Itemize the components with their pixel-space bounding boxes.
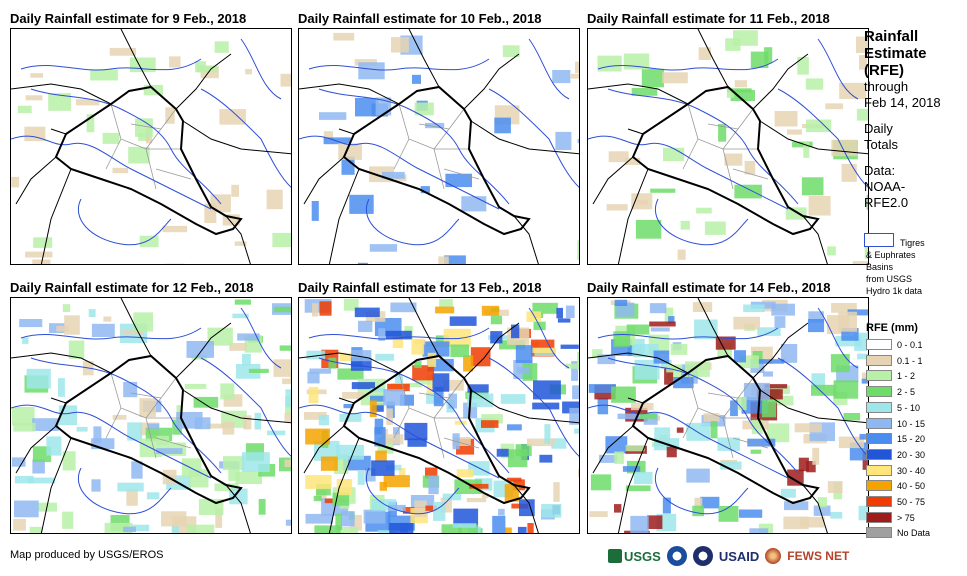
rfe-swatch [866, 354, 892, 366]
rfe-class-label: 0.1 - 1 [897, 355, 923, 366]
usaid-logo-text: USAID [718, 548, 760, 564]
rfe-swatch [866, 386, 892, 398]
basin-line-4: from USGS [866, 274, 913, 284]
fews-globe-icon [765, 548, 782, 564]
panel-title-10feb: Daily Rainfall estimate for 10 Feb., 201… [298, 11, 542, 26]
usgs-logo: USGS [608, 549, 661, 564]
rfe-class-label: 15 - 20 [897, 434, 926, 445]
basin-legend-text: Tigres & Euphrates Basins from USGS Hydr… [866, 237, 966, 297]
panel-title-11feb: Daily Rainfall estimate for 11 Feb., 201… [587, 11, 830, 26]
panel-title-9feb: Daily Rainfall estimate for 9 Feb., 2018 [10, 11, 247, 26]
basin-line-5: Hydro 1k data [866, 286, 923, 296]
basin-outline-swatch [864, 233, 894, 247]
rfe-swatch [866, 433, 892, 445]
rfe-class-label: 30 - 40 [897, 465, 926, 476]
rfe-class-row: 10 - 15 [866, 417, 926, 430]
rfe-class-row: 20 - 30 [866, 448, 926, 461]
basin-line-2: & Euphrates [866, 250, 916, 260]
legend-title-line-1: Rainfall [864, 28, 919, 45]
rfe-swatch [866, 496, 892, 507]
rfe-class-label: 40 - 50 [897, 481, 926, 492]
rfe-swatch [866, 339, 892, 350]
rfe-swatch [866, 527, 892, 539]
rfe-swatch [866, 417, 892, 429]
legend-data-label: Data: [864, 163, 896, 178]
rfe-swatch [866, 370, 892, 382]
rfe-class-label: 50 - 75 [897, 497, 926, 507]
noaa-seal-icon [666, 546, 687, 566]
basin-line-3: Basins [866, 262, 894, 272]
usgs-logo-text: USGS [624, 548, 661, 564]
rfe-class-row: No Data [866, 527, 930, 539]
rfe-swatch [866, 511, 892, 523]
rfe-class-label: 5 - 10 [897, 402, 921, 413]
rfe-class-label: 2 - 5 [897, 387, 916, 398]
rfe-class-row: 2 - 5 [866, 386, 915, 398]
legend-heading: Rainfall Estimate (RFE) through Feb 14, … [864, 28, 941, 211]
rfe-swatch [866, 401, 892, 413]
rfe-class-row: > 75 [866, 511, 915, 524]
fews-net-logo-text: FEWS NET [787, 549, 850, 563]
rfe-swatch [866, 464, 892, 476]
rfe-legend-title: RFE (mm) [866, 322, 918, 334]
footer-credit: Map produced by USGS/EROS [10, 549, 164, 561]
usgs-wave-icon [608, 549, 622, 563]
legend-daily: Daily [864, 121, 893, 136]
rfe-class-label: 1 - 2 [897, 371, 916, 382]
legend-title-line-2: Estimate [864, 45, 927, 62]
rfe-class-row: 30 - 40 [866, 464, 926, 477]
map-panel-12feb [10, 297, 292, 534]
rfe-class-label: 20 - 30 [897, 449, 926, 460]
rfe-class-row: 40 - 50 [866, 480, 925, 492]
legend-date: Feb 14, 2018 [864, 95, 941, 110]
panel-title-13feb: Daily Rainfall estimate for 13 Feb., 201… [298, 280, 542, 295]
rfe-class-row: 0 - 0.1 [866, 339, 923, 351]
map-panel-13feb [298, 297, 580, 534]
map-panel-11feb [587, 28, 869, 265]
logo-strip: USGS USAID FEWS NET [608, 543, 849, 569]
rfe-class-row: 15 - 20 [866, 433, 925, 445]
rfe-class-label: > 75 [897, 512, 915, 523]
legend-data-source-1: NOAA- [864, 179, 906, 194]
panel-title-12feb: Daily Rainfall estimate for 12 Feb., 201… [10, 280, 254, 295]
rfe-swatch [866, 480, 892, 492]
rfe-swatch [866, 448, 892, 460]
legend-totals: Totals [864, 137, 898, 152]
rfe-class-row: 1 - 2 [866, 370, 915, 382]
map-panel-14feb [587, 297, 869, 534]
rfe-class-label: 0 - 0.1 [897, 340, 923, 350]
rfe-class-row: 50 - 75 [866, 496, 925, 508]
legend-through: through [864, 79, 909, 94]
map-panel-10feb [298, 28, 580, 265]
legend-data-source-2: RFE2.0 [864, 195, 909, 210]
rfe-class-label: No Data [897, 528, 931, 539]
rfe-class-label: 10 - 15 [897, 418, 926, 429]
panel-title-14feb: Daily Rainfall estimate for 14 Feb., 201… [587, 280, 831, 295]
rfe-class-row: 0.1 - 1 [866, 354, 923, 367]
basin-line-1: Tigres [900, 238, 925, 248]
map-panel-9feb [10, 28, 292, 265]
usaid-seal-icon [692, 546, 713, 566]
rfe-class-row: 5 - 10 [866, 401, 921, 414]
legend-title-line-3: (RFE) [864, 62, 904, 79]
